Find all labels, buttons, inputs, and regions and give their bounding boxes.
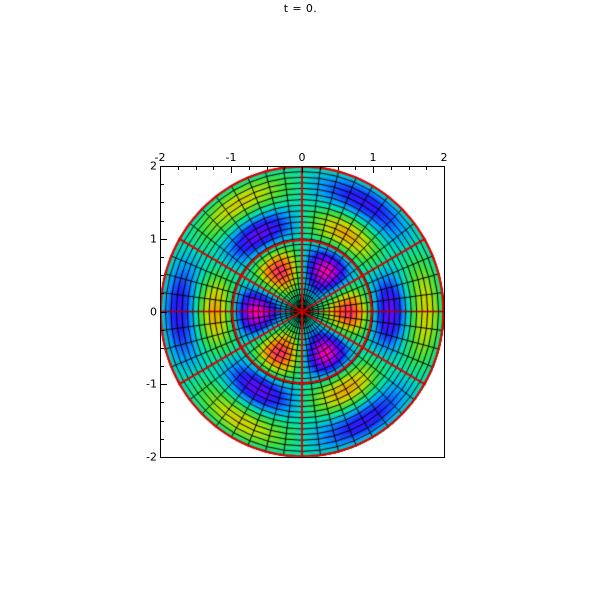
x-tick-label: 0 — [298, 151, 306, 164]
x-tick-major — [231, 167, 232, 173]
x-tick-label: 2 — [440, 151, 448, 164]
y-tick-label: -1 — [146, 377, 157, 391]
x-tick-major — [302, 167, 303, 173]
y-tick-minor — [161, 439, 164, 440]
x-tick-minor — [338, 167, 339, 170]
y-tick-label: 2 — [150, 159, 157, 173]
x-tick-minor — [178, 167, 179, 170]
y-tick-minor — [161, 293, 164, 294]
axis-right-line — [444, 166, 445, 458]
y-tick-minor — [161, 402, 164, 403]
polar-surface-plot — [160, 166, 445, 458]
x-tick-minor — [355, 167, 356, 170]
axis-bottom-line — [160, 457, 445, 458]
y-tick-minor — [161, 257, 164, 258]
y-tick-major — [161, 312, 167, 313]
y-tick-label: -2 — [146, 450, 157, 464]
x-tick-minor — [284, 167, 285, 170]
y-tick-minor — [161, 366, 164, 367]
x-tick-minor — [213, 167, 214, 170]
y-tick-major — [161, 457, 167, 458]
y-tick-minor — [161, 275, 164, 276]
y-tick-minor — [161, 184, 164, 185]
y-tick-minor — [161, 421, 164, 422]
x-tick-minor — [320, 167, 321, 170]
x-tick-major — [373, 167, 374, 173]
x-tick-major — [160, 167, 161, 173]
x-tick-label: -1 — [225, 151, 237, 164]
axis-top-line — [160, 166, 445, 167]
y-tick-minor — [161, 221, 164, 222]
y-tick-major — [161, 239, 167, 240]
surface-render-canvas — [160, 166, 445, 458]
y-tick-label: 0 — [150, 305, 157, 319]
y-tick-minor — [161, 202, 164, 203]
x-tick-major — [444, 167, 445, 173]
x-tick-label: -2 — [154, 151, 166, 164]
x-tick-minor — [426, 167, 427, 170]
page-title: t = 0. — [283, 2, 318, 15]
y-tick-minor — [161, 348, 164, 349]
x-tick-minor — [196, 167, 197, 170]
y-tick-major — [161, 384, 167, 385]
plot-frame: -2 -1 0 1 2 -2 -1 0 1 2 — [146, 151, 447, 464]
x-tick-label: 1 — [369, 151, 377, 164]
x-tick-minor — [267, 167, 268, 170]
y-tick-minor — [161, 330, 164, 331]
axis-left-line — [160, 166, 161, 458]
x-tick-minor — [249, 167, 250, 170]
x-tick-minor — [391, 167, 392, 170]
y-tick-major — [161, 166, 167, 167]
x-tick-minor — [409, 167, 410, 170]
y-tick-label: 1 — [150, 232, 157, 246]
